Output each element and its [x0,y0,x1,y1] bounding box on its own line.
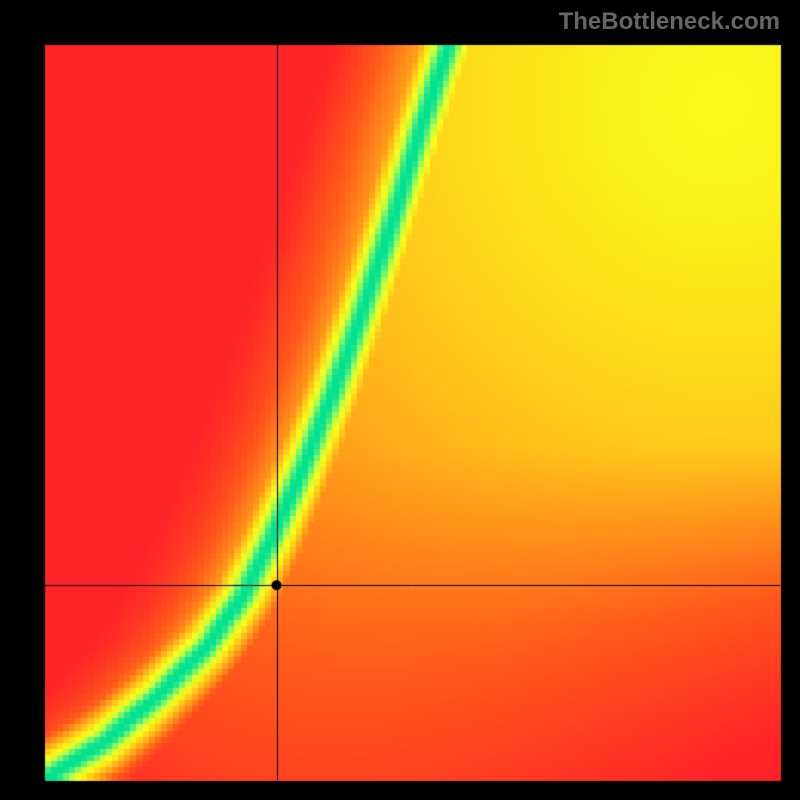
watermark-label: TheBottleneck.com [559,8,780,36]
bottleneck-heatmap [0,0,800,800]
